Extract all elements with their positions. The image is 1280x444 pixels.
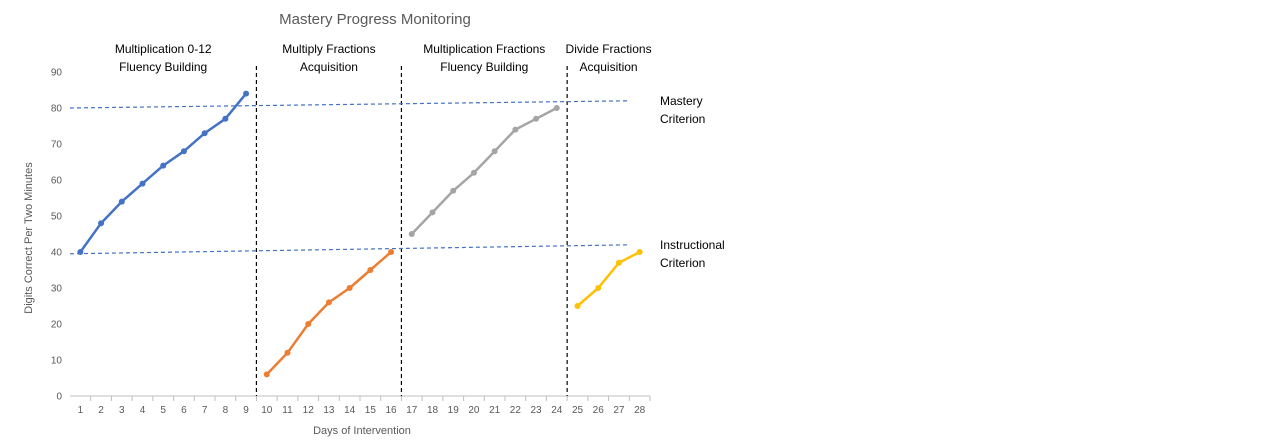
phase-label: Divide Fractions bbox=[566, 42, 652, 56]
x-tick-label: 23 bbox=[531, 405, 543, 416]
series-2-point bbox=[346, 285, 353, 291]
y-tick-label: 20 bbox=[51, 320, 63, 331]
x-tick-label: 16 bbox=[386, 405, 398, 416]
criterion-label: Criterion bbox=[660, 112, 705, 126]
y-tick-label: 0 bbox=[56, 392, 62, 403]
x-tick-label: 6 bbox=[181, 405, 187, 416]
y-tick-label: 30 bbox=[51, 284, 63, 295]
series-1-point bbox=[201, 130, 208, 137]
x-tick-label: 2 bbox=[98, 405, 104, 416]
series-1-point bbox=[139, 180, 146, 187]
x-tick-label: 25 bbox=[572, 405, 584, 416]
series-1-point bbox=[243, 90, 250, 97]
series-1-point bbox=[222, 115, 229, 122]
series-3-point bbox=[491, 148, 498, 155]
x-tick-label: 24 bbox=[551, 405, 563, 416]
series-3-point bbox=[470, 169, 477, 176]
chart-title: Mastery Progress Monitoring bbox=[279, 11, 471, 28]
x-tick-label: 26 bbox=[593, 405, 605, 416]
y-tick-label: 40 bbox=[51, 248, 63, 259]
series-2-point bbox=[388, 249, 395, 255]
criterion-line bbox=[69, 100, 631, 109]
series-2-point bbox=[305, 321, 312, 327]
series-3-point bbox=[408, 231, 415, 237]
series-4-point bbox=[636, 249, 643, 255]
criterion-line bbox=[69, 244, 631, 255]
series-1-point bbox=[118, 198, 125, 205]
x-tick-label: 3 bbox=[119, 405, 125, 416]
x-tick-label: 13 bbox=[323, 405, 335, 416]
x-axis-label: Days of Intervention bbox=[313, 425, 411, 437]
phase-label: Multiplication 0-12 bbox=[115, 42, 212, 56]
series-1-point bbox=[180, 148, 187, 155]
x-tick-label: 9 bbox=[243, 405, 249, 416]
criterion-label: Instructional bbox=[660, 238, 725, 252]
criterion-label: Criterion bbox=[660, 256, 705, 270]
series-3-point bbox=[450, 187, 457, 194]
y-tick-label: 80 bbox=[51, 104, 63, 115]
x-tick-label: 22 bbox=[510, 405, 522, 416]
x-tick-label: 21 bbox=[489, 405, 501, 416]
phase-label: Multiplication Fractions bbox=[423, 42, 545, 56]
series-4-point bbox=[615, 259, 622, 266]
x-tick-label: 5 bbox=[160, 405, 166, 416]
series-3-point bbox=[533, 115, 540, 122]
x-tick-label: 12 bbox=[303, 405, 315, 416]
criterion-label: Mastery bbox=[660, 94, 703, 108]
series-1-line bbox=[79, 92, 248, 253]
series-2-point bbox=[367, 267, 374, 273]
y-tick-label: 50 bbox=[51, 212, 63, 223]
x-tick-label: 17 bbox=[406, 405, 418, 416]
phase-label: Fluency Building bbox=[440, 60, 528, 74]
phase-label: Fluency Building bbox=[119, 60, 207, 74]
x-tick-label: 14 bbox=[344, 405, 356, 416]
phase-label: Multiply Fractions bbox=[282, 42, 375, 56]
series-4-line bbox=[576, 250, 641, 307]
x-tick-label: 28 bbox=[634, 405, 646, 416]
x-tick-label: 15 bbox=[365, 405, 377, 416]
x-tick-label: 8 bbox=[223, 405, 229, 416]
phase-label: Acquisition bbox=[580, 60, 638, 74]
series-4-point bbox=[574, 303, 581, 309]
series-4-point bbox=[595, 285, 602, 291]
series-1-point bbox=[98, 220, 105, 227]
series-3-point bbox=[512, 126, 519, 133]
x-tick-label: 18 bbox=[427, 405, 439, 416]
x-tick-label: 27 bbox=[613, 405, 625, 416]
x-tick-label: 11 bbox=[282, 405, 293, 416]
series-3-line bbox=[410, 106, 558, 235]
phase-label: Acquisition bbox=[300, 60, 358, 74]
x-tick-label: 19 bbox=[448, 405, 460, 416]
x-tick-label: 7 bbox=[202, 405, 208, 416]
x-tick-label: 1 bbox=[78, 405, 84, 416]
series-2-point bbox=[325, 299, 332, 306]
series-1-point bbox=[77, 249, 84, 255]
x-tick-label: 20 bbox=[468, 405, 480, 416]
y-tick-label: 70 bbox=[51, 140, 63, 151]
y-tick-label: 10 bbox=[51, 356, 63, 367]
x-tick-label: 4 bbox=[140, 405, 146, 416]
y-tick-label: 60 bbox=[51, 176, 63, 187]
series-2-point bbox=[284, 349, 291, 356]
series-3-point bbox=[429, 209, 436, 216]
y-tick-label: 90 bbox=[51, 68, 63, 79]
series-1-point bbox=[160, 162, 167, 169]
y-axis-label: Digits Correct Per Two Minutes bbox=[23, 162, 35, 314]
x-tick-label: 10 bbox=[261, 405, 273, 416]
series-3-point bbox=[553, 105, 560, 111]
series-2-point bbox=[263, 371, 270, 378]
